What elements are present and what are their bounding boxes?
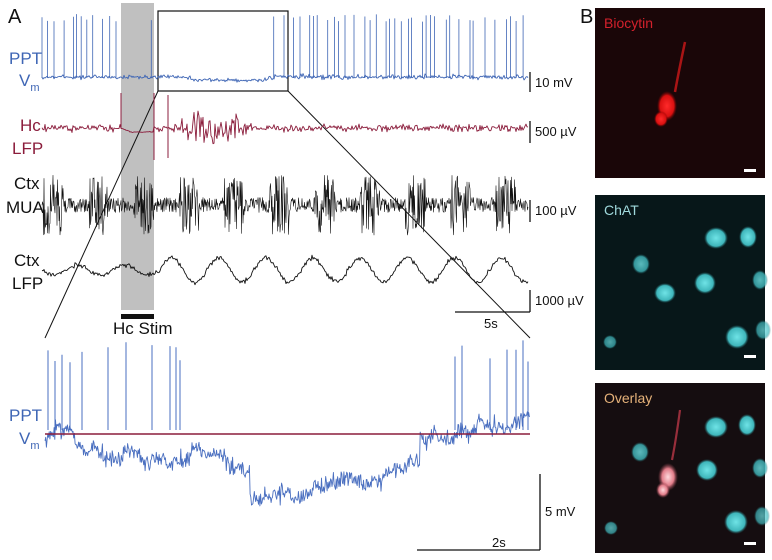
hc-lfp-label-line1: Hc: [20, 116, 41, 135]
hc-lfp-trace: [41, 110, 529, 145]
overlay-label: Overlay: [604, 390, 652, 406]
time-scale-label-5s: 5s: [484, 316, 498, 331]
stim-shading: [121, 3, 154, 310]
scale-label-500uv: 500 µV: [535, 124, 577, 139]
hc-lfp-stim-artifacts: [120, 93, 169, 160]
zoom-ppt-label-line2: Vm: [19, 429, 40, 452]
scale-label-100uv: 100 µV: [535, 203, 577, 218]
biocytin-label: Biocytin: [604, 15, 653, 31]
ppt-vm-sub: m: [30, 82, 39, 94]
ppt-vm-spikes: [41, 14, 524, 78]
scale-label-10mv: 10 mV: [535, 75, 573, 90]
ppt-vm-v: V: [19, 71, 31, 90]
zoom-selection-box: [157, 10, 289, 92]
scale-label-1000uv: 1000 µV: [535, 293, 584, 308]
chat-image: ChAT: [595, 195, 771, 370]
zoom-time-scale-label-2s: 2s: [492, 535, 506, 550]
biocytin-image: Biocytin: [595, 8, 765, 178]
zoom-ppt-v: V: [19, 429, 31, 448]
stim-bar: [121, 314, 154, 319]
hc-lfp-label-line2: LFP: [12, 139, 43, 158]
ppt-vm-label-line1: PPT: [9, 49, 42, 68]
overlay-image: Overlay: [595, 383, 770, 553]
zoom-ppt-trace: [44, 411, 530, 507]
overview-traces: [41, 14, 529, 286]
zoom-ppt-sub: m: [30, 440, 39, 452]
ctx-mua-label-line2: MUA: [6, 198, 44, 217]
ctx-lfp-label-line2: LFP: [12, 274, 43, 293]
zoom-ppt-spikes: [47, 340, 529, 430]
zoom-connector-right: [287, 90, 531, 339]
ctx-lfp-label-line1: Ctx: [14, 251, 40, 270]
ppt-vm-trace: [41, 73, 529, 83]
zoomed-ppt-trace: [44, 340, 530, 507]
stim-label: Hc Stim: [113, 319, 173, 338]
chat-label: ChAT: [604, 202, 639, 218]
panel-a-letter: A: [8, 6, 22, 28]
ctx-mua-trace: [41, 175, 529, 236]
panel-b-letter: B: [580, 6, 593, 28]
ctx-lfp-trace: [41, 254, 529, 286]
ctx-mua-label-line1: Ctx: [14, 174, 40, 193]
ppt-vm-label-line2: Vm: [19, 71, 40, 94]
zoom-scale-label-5mv: 5 mV: [545, 504, 576, 519]
zoom-ppt-label-line1: PPT: [9, 406, 42, 425]
